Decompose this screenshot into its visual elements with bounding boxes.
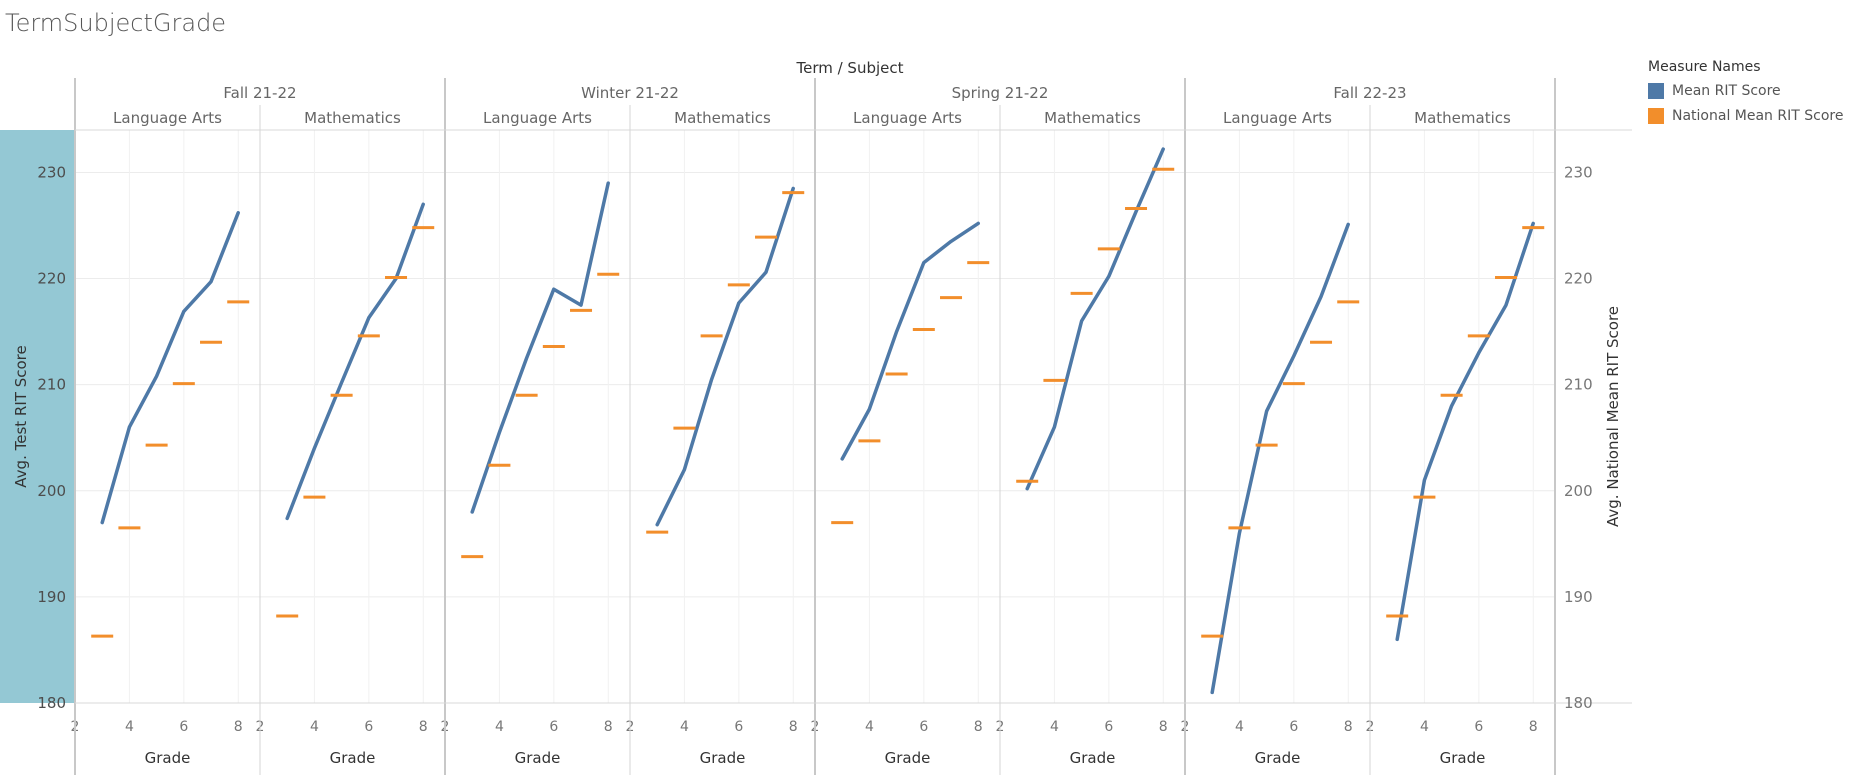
mean-rit-line [470,181,610,514]
mean-rit-line [840,221,980,461]
mean-rit-line [1025,147,1165,491]
y-tick-label-right: 190 [1564,588,1593,606]
column-header-title: Term / Subject [795,59,903,77]
y-tick-label-left: 180 [37,694,66,712]
x-tick-label: 6 [919,719,928,735]
term-header-fall-22-23: Fall 22-23 [1333,84,1406,102]
x-tick-label: 6 [364,719,373,735]
y-axis-title-left: Avg. Test RIT Score [12,345,30,487]
x-tick-label: 8 [789,719,798,735]
x-tick-label: 8 [1159,719,1168,735]
subject-header: Language Arts [483,109,592,127]
x-tick-label: 6 [1474,719,1483,735]
y-tick-label-right: 230 [1564,163,1593,181]
mean-rit-line [285,202,425,521]
subject-header: Language Arts [1223,109,1332,127]
mean-rit-line [1210,222,1350,695]
x-tick-label: 4 [310,719,319,735]
subject-header: Language Arts [853,109,962,127]
x-tick-label: 6 [549,719,558,735]
legend-label-national-mean-rit: National Mean RIT Score [1672,107,1844,124]
left-y-axis: 180 190 200 210 220 230 Avg. Test RIT Score [12,163,66,712]
x-tick-label: 8 [1529,719,1538,735]
x-axis-title: Grade [1440,749,1486,767]
y-tick-label-left: 230 [37,163,66,181]
legend-item-mean-rit[interactable]: Mean RIT Score [1648,78,1843,103]
x-axis-title: Grade [1255,749,1301,767]
x-tick-label: 4 [865,719,874,735]
subject-header: Mathematics [1044,109,1141,127]
x-tick-label: 6 [1289,719,1298,735]
term-header-spring-21-22: Spring 21-22 [952,84,1049,102]
y-tick-label-left: 220 [37,270,66,288]
x-axis-title: Grade [885,749,931,767]
panel-fall-21-22-language-arts: Language Arts2468Grade [71,109,250,767]
mean-rit-line [655,186,795,527]
subject-header: Mathematics [1414,109,1511,127]
subject-header: Mathematics [674,109,771,127]
panels: Language Arts2468GradeMathematics2468Gra… [71,78,1556,775]
x-tick-label: 8 [1344,719,1353,735]
left-axis-band [0,130,75,703]
term-header-fall-21-22: Fall 21-22 [223,84,296,102]
x-axis-title: Grade [145,749,191,767]
x-tick-label: 6 [1104,719,1113,735]
x-tick-label: 4 [1420,719,1429,735]
y-tick-label-right: 200 [1564,482,1593,500]
y-axis-title-right: Avg. National Mean RIT Score [1604,306,1622,527]
x-axis-title: Grade [330,749,376,767]
y-tick-label-right: 210 [1564,376,1593,394]
x-tick-label: 8 [974,719,983,735]
legend-swatch-mean-rit [1648,82,1664,99]
x-tick-label: 4 [125,719,134,735]
legend-title: Measure Names [1648,59,1761,75]
y-tick-label-left: 190 [37,588,66,606]
x-tick-label: 4 [495,719,504,735]
x-tick-label: 8 [604,719,613,735]
x-tick-label: 4 [1050,719,1059,735]
subject-header: Language Arts [113,109,222,127]
y-tick-label-right: 220 [1564,270,1593,288]
legend-item-national-mean-rit[interactable]: National Mean RIT Score [1648,103,1843,128]
x-tick-label: 8 [419,719,428,735]
x-tick-label: 8 [234,719,243,735]
x-axis-title: Grade [1070,749,1116,767]
panel-spring-21-22-language-arts: Language Arts2468Grade [811,109,990,767]
mean-rit-line [100,211,240,525]
legend-swatch-national-mean-rit [1648,107,1664,124]
x-tick-label: 4 [1235,719,1244,735]
panel-winter-21-22-language-arts: Language Arts2468Grade [441,109,620,767]
term-header-winter-21-22: Winter 21-22 [581,84,679,102]
subject-header: Mathematics [304,109,401,127]
right-y-axis: 180 190 200 210 220 230 Avg. National Mean RIT… [1564,163,1622,712]
legend-label-mean-rit: Mean RIT Score [1672,82,1781,99]
legend: Measure Names Mean RIT Score National Me… [1648,59,1843,128]
x-axis-title: Grade [515,749,561,767]
x-tick-label: 6 [734,719,743,735]
x-axis-title: Grade [700,749,746,767]
y-tick-label-left: 200 [37,482,66,500]
panel-fall-22-23-language-arts: Language Arts2468Grade [1181,109,1360,767]
mean-rit-line [1395,221,1535,642]
y-tick-label-left: 210 [37,376,66,394]
sheet-title: TermSubjectGrade [5,9,227,37]
y-tick-label-right: 180 [1564,694,1593,712]
x-tick-label: 4 [680,719,689,735]
x-tick-label: 6 [179,719,188,735]
